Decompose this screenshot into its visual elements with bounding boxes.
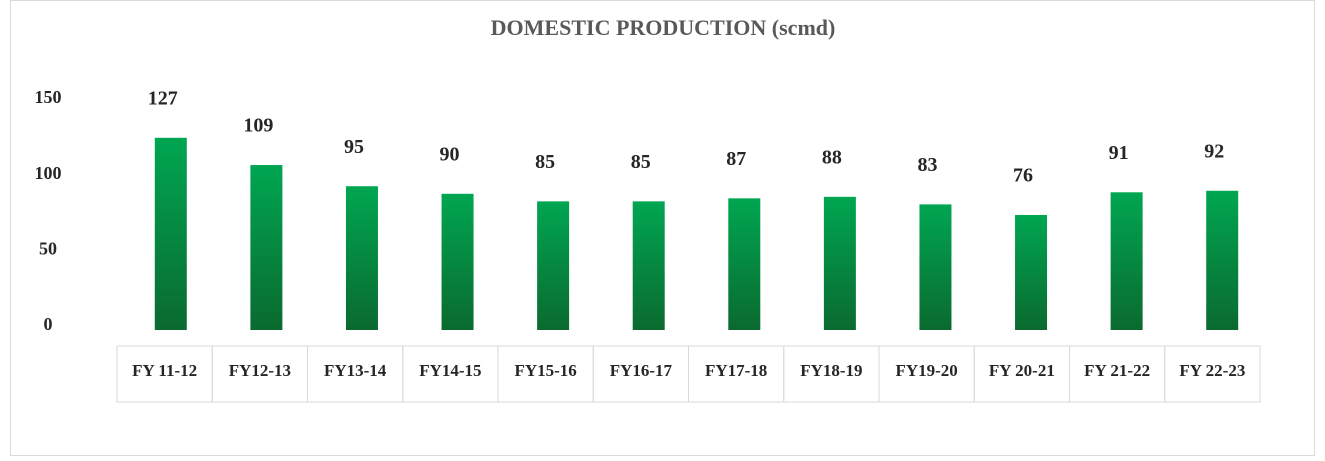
x-tick-label: FY 22-23 — [1179, 361, 1245, 380]
bar — [632, 201, 665, 330]
y-tick-label: 0 — [44, 314, 53, 334]
value-label: 91 — [1109, 142, 1129, 164]
bar — [1110, 192, 1143, 330]
value-label: 83 — [917, 154, 937, 176]
x-tick-label: FY12-13 — [229, 361, 291, 380]
x-tick-label: FY18-19 — [800, 361, 862, 380]
x-tick-label: FY 11-12 — [132, 361, 197, 380]
bar — [154, 137, 187, 330]
bar — [441, 193, 474, 330]
bar — [250, 165, 283, 330]
bar — [537, 201, 570, 330]
x-tick-label: FY16-17 — [610, 361, 673, 380]
category-cell — [1164, 345, 1261, 403]
bar — [919, 204, 952, 330]
x-tick-label: FY14-15 — [419, 361, 481, 380]
chart-title: DOMESTIC PRODUCTION (scmd) — [491, 15, 836, 40]
value-label: 92 — [1204, 140, 1224, 162]
x-tick-label: FY13-14 — [324, 361, 387, 380]
y-tick-label: 150 — [35, 87, 62, 107]
value-label: 90 — [440, 143, 460, 165]
y-tick-label: 50 — [39, 238, 57, 258]
bar — [345, 186, 378, 330]
bar — [1206, 190, 1239, 330]
value-label: 85 — [631, 151, 651, 173]
value-label: 88 — [822, 146, 842, 168]
y-tick-label: 100 — [35, 163, 62, 183]
value-label: 76 — [1013, 165, 1033, 187]
bar — [1015, 214, 1048, 330]
value-label: 127 — [148, 87, 178, 109]
value-label: 109 — [243, 115, 273, 137]
bar — [823, 196, 856, 330]
bar — [728, 198, 761, 330]
x-tick-label: FY15-16 — [514, 361, 576, 380]
x-tick-label: FY 21-22 — [1084, 361, 1150, 380]
value-label: 87 — [726, 148, 746, 170]
x-tick-label: FY19-20 — [895, 361, 957, 380]
x-tick-label: FY 20-21 — [989, 361, 1055, 380]
x-tick-label: FY17-18 — [705, 361, 767, 380]
value-label: 85 — [535, 151, 555, 173]
value-label: 95 — [344, 136, 364, 158]
